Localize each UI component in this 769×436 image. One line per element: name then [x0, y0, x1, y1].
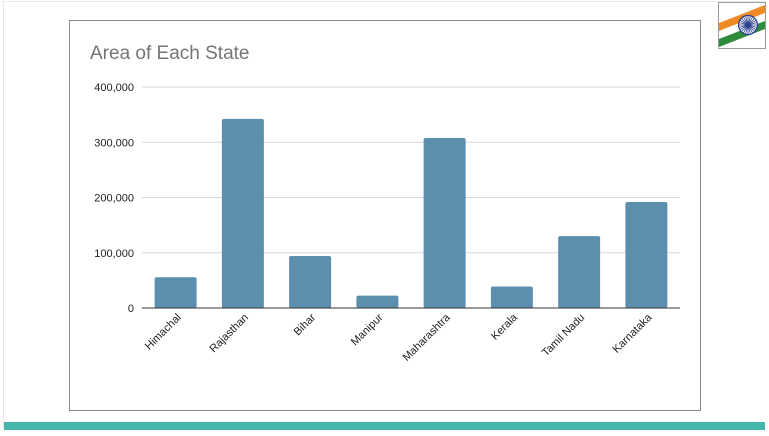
- bar-manipur: [356, 295, 399, 308]
- x-tick-label: Manipur: [349, 311, 386, 348]
- bar-chart: 0 100,000 200,000 300,000 400,000 Himachal Raj…: [94, 82, 680, 364]
- bar-himachal: [154, 277, 197, 308]
- bar-kerala: [490, 286, 533, 308]
- bar-bihar: [289, 255, 332, 308]
- y-tick-label: 200,000: [94, 193, 134, 205]
- x-tick-label: Himachal: [143, 312, 184, 353]
- indian-flag-icon: [718, 2, 766, 49]
- slide-border: [3, 1, 765, 429]
- bar-maharashtra: [423, 137, 466, 308]
- chart-frame: Area of Each State 0 100,000 200,000 300,00…: [69, 20, 701, 411]
- y-tick-label: 300,000: [94, 137, 134, 149]
- y-tick-label: 100,000: [94, 248, 134, 260]
- y-tick-label: 400,000: [94, 82, 134, 94]
- footer-accent-bar: [4, 422, 765, 430]
- chart-title: Area of Each State: [90, 43, 250, 64]
- bar-karnataka: [625, 202, 668, 308]
- bar-tamil-nadu: [558, 236, 601, 308]
- bar-rajasthan: [221, 118, 264, 308]
- x-tick-label: Kerala: [489, 311, 521, 343]
- x-tick-label: Tamil Nadu: [540, 312, 587, 359]
- x-tick-label: Maharashtra: [401, 311, 454, 364]
- x-tick-label: Rajasthan: [207, 312, 251, 356]
- y-tick-label: 0: [128, 303, 134, 315]
- x-tick-label: Bihar: [292, 311, 319, 338]
- x-tick-label: Karnataka: [611, 311, 656, 356]
